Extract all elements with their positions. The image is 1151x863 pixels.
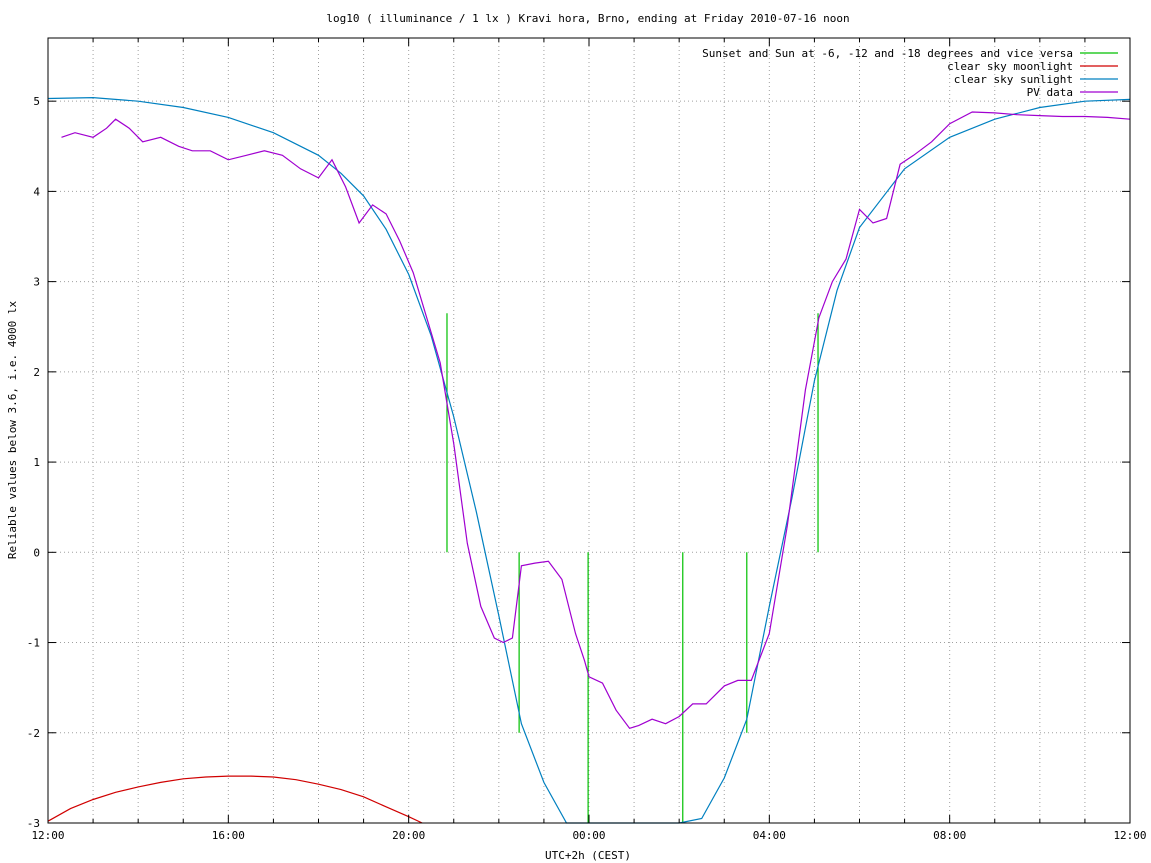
axis-ticks <box>47 38 1131 824</box>
y-tick-label: -1 <box>27 637 40 650</box>
legend-label: PV data <box>1027 86 1073 99</box>
x-tick-label: 00:00 <box>572 829 605 842</box>
y-tick-label: 1 <box>33 456 40 469</box>
chart-title: log10 ( illuminance / 1 lx ) Kravi hora,… <box>326 12 849 25</box>
x-tick-label: 12:00 <box>31 829 64 842</box>
x-tick-label: 12:00 <box>1113 829 1146 842</box>
y-tick-label: -3 <box>27 817 40 830</box>
x-tick-label: 20:00 <box>392 829 425 842</box>
y-tick-label: 4 <box>33 185 40 198</box>
grid-lines <box>48 38 1130 823</box>
tick-labels: 12:00 16:00 20:00 00:00 04:00 08:00 12:00 5 4 3 2 1… <box>27 95 1147 842</box>
legend: Sunset and Sun at -6, -12 and -18 degree… <box>702 47 1118 99</box>
legend-label: clear sky sunlight <box>954 73 1073 86</box>
y-tick-label: 3 <box>33 276 40 289</box>
series-1 <box>47 775 423 824</box>
x-axis-label: UTC+2h (CEST) <box>545 849 631 862</box>
y-tick-label: 2 <box>33 366 40 379</box>
y-tick-label: -2 <box>27 727 40 740</box>
series-3 <box>61 111 1131 729</box>
y-tick-label: 0 <box>33 546 40 559</box>
y-tick-label: 5 <box>33 95 40 108</box>
x-tick-label: 16:00 <box>212 829 245 842</box>
legend-label: Sunset and Sun at -6, -12 and -18 degree… <box>702 47 1073 60</box>
series-line <box>61 111 1131 729</box>
x-tick-label: 08:00 <box>933 829 966 842</box>
series-line <box>47 775 423 824</box>
y-axis-label: Reliable values below 3.6, i.e. 4000 lx <box>6 300 19 559</box>
legend-label: clear sky moonlight <box>947 60 1073 73</box>
series-0 <box>446 313 819 823</box>
x-tick-label: 04:00 <box>753 829 786 842</box>
